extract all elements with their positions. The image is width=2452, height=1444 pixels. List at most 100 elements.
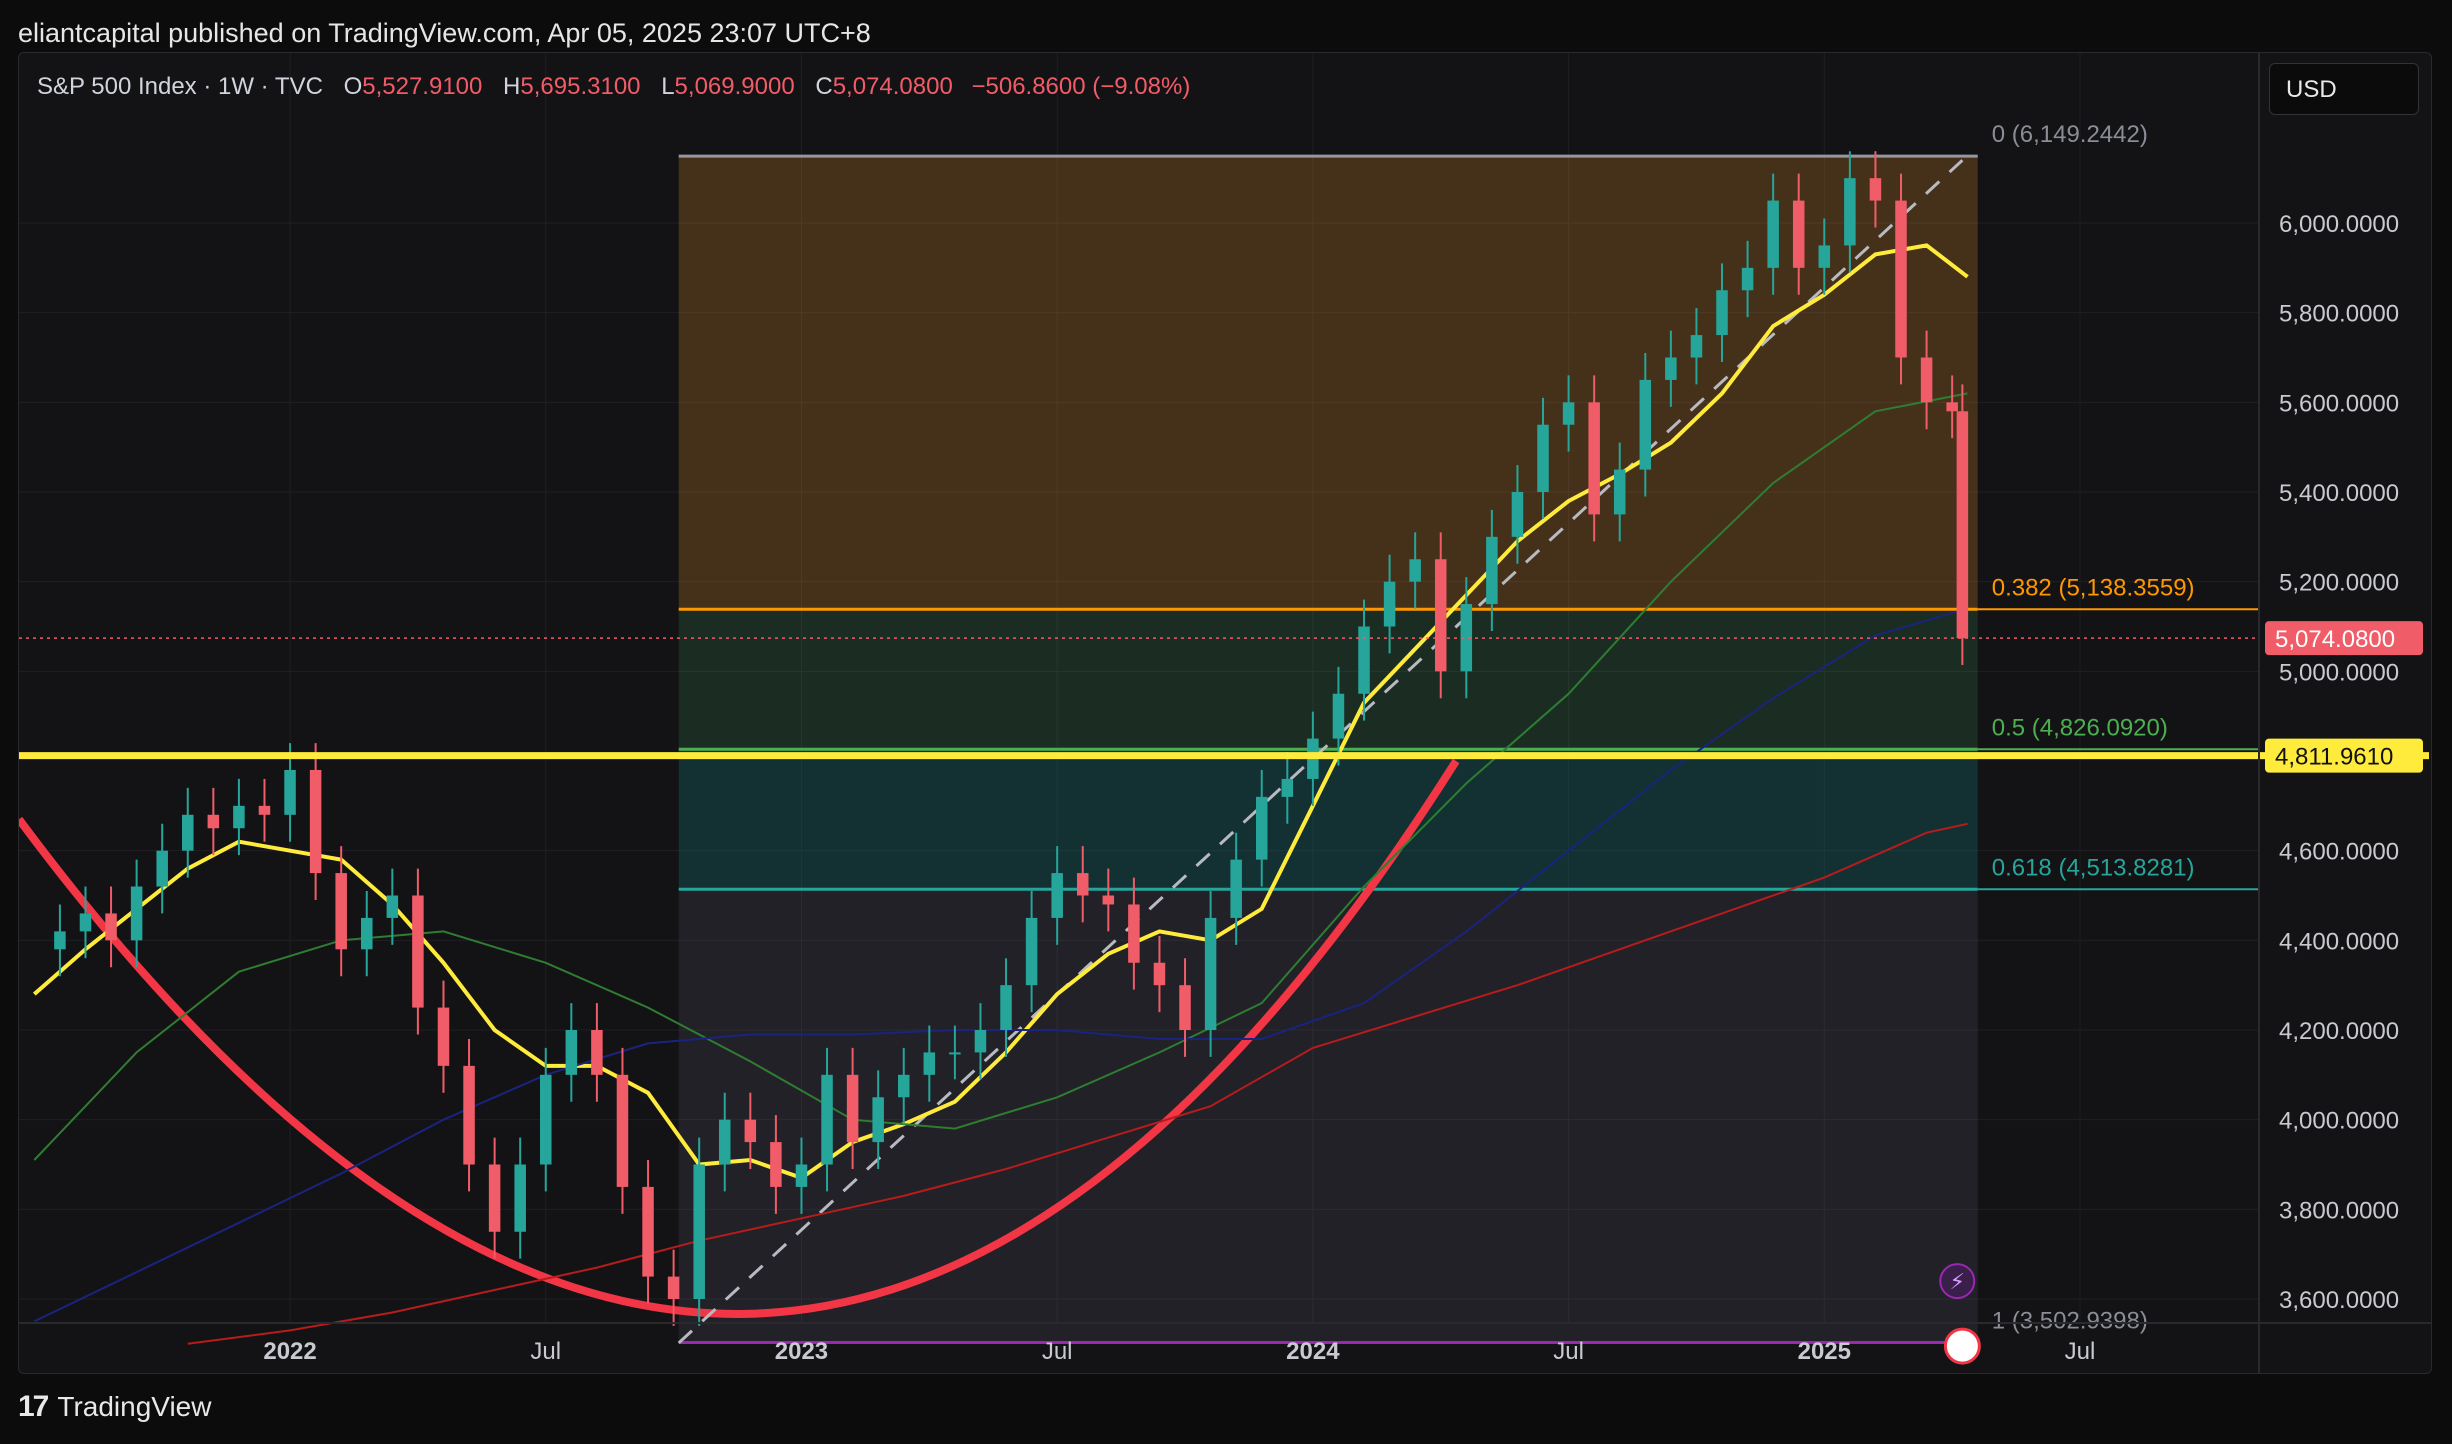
candle-body <box>1767 200 1779 268</box>
candle-body <box>1255 796 1268 860</box>
candle-body <box>1383 581 1396 627</box>
price-tick-label: 5,200.0000 <box>2279 570 2399 597</box>
candle-body <box>1613 469 1626 515</box>
candle-body <box>744 1119 757 1143</box>
candle-body <box>1665 357 1677 380</box>
candle-body <box>309 769 322 874</box>
price-tick-label: 3,600.0000 <box>2279 1287 2399 1314</box>
candle-body <box>130 886 143 941</box>
candle-body <box>437 1007 450 1066</box>
candle-body <box>1818 245 1831 268</box>
top-bar: eliantcapital published on TradingView.c… <box>0 0 2452 70</box>
candle-body <box>1460 604 1473 672</box>
candle-body <box>1792 200 1805 268</box>
brand-name[interactable]: TradingView <box>57 1391 212 1422</box>
price-tick-label: 4,600.0000 <box>2279 839 2399 866</box>
candle-body <box>540 1074 552 1165</box>
close-label: C <box>815 73 833 100</box>
candle-body <box>846 1074 859 1143</box>
footer: 17 TradingView <box>18 1390 211 1424</box>
candle-body <box>1051 873 1063 918</box>
fib-level-label: 0.5 (4,826.0920) <box>1992 714 2168 741</box>
candle-body <box>897 1074 910 1098</box>
candle-body <box>361 917 373 950</box>
candle-body <box>1153 962 1166 986</box>
candle-body <box>1230 859 1242 918</box>
candle-body <box>105 913 117 941</box>
moving-average-line <box>187 822 1968 1345</box>
candle-body <box>233 805 245 829</box>
candle-body <box>591 1030 603 1075</box>
candle-body <box>1895 200 1907 358</box>
candle-body <box>386 895 399 918</box>
time-tick-label: Jul <box>2065 1338 2096 1365</box>
candle-body <box>872 1097 884 1143</box>
fib-level-label: 0 (6,149.2442) <box>1992 121 2148 148</box>
candle-body <box>821 1074 833 1165</box>
time-tick-label: Jul <box>530 1338 561 1365</box>
candle-body <box>1128 904 1140 963</box>
publisher-line: eliantcapital published on TradingView.c… <box>18 18 871 48</box>
low-value: 5,069.9000 <box>674 73 795 100</box>
last-price-label: 5,074.0800 <box>2275 626 2395 653</box>
candle-body <box>156 850 168 887</box>
price-tick-label: 5,600.0000 <box>2279 390 2399 417</box>
support-price-badge <box>2265 738 2423 773</box>
candle-body <box>923 1052 936 1075</box>
fib-level-label: 0.618 (4,513.8281) <box>1992 854 2195 881</box>
time-tick-label: 2025 <box>1798 1338 1851 1365</box>
low-label: L <box>661 73 675 100</box>
candle-body <box>616 1074 629 1187</box>
open-value: 5,527.9100 <box>362 73 483 100</box>
candle-body <box>1588 402 1600 515</box>
price-tick-label: 5,000.0000 <box>2279 659 2399 686</box>
parabolic-curve <box>19 758 1460 1318</box>
candle-body <box>795 1164 808 1187</box>
time-tick-label: 2023 <box>775 1338 828 1365</box>
time-tick-label: 2024 <box>1286 1338 1340 1365</box>
candle-body <box>1869 178 1882 201</box>
open-label: O <box>343 73 363 100</box>
candle-body <box>667 1276 680 1299</box>
candle-body <box>54 931 66 950</box>
candle-body <box>1844 178 1856 246</box>
fib-level-label: 0.382 (5,138.3559) <box>1992 574 2195 601</box>
price-tick-label: 6,000.0000 <box>2279 211 2399 238</box>
candle-body <box>1741 267 1754 291</box>
candle-body <box>1486 536 1498 605</box>
fib-zone <box>678 889 1978 1343</box>
chart-panel[interactable]: 0 (6,149.2442) 0.382 (5,138.3559) 0.5 (4,8… <box>18 52 2432 1374</box>
price-tick-label: 4,200.0000 <box>2279 1018 2399 1045</box>
candle-body <box>1562 402 1575 425</box>
candle-body <box>207 814 220 829</box>
candle-body <box>1920 357 1933 403</box>
candle-body <box>1639 379 1652 470</box>
fib-level-label: 1 (3,502.9398) <box>1992 1308 2148 1335</box>
candle-body <box>974 1030 987 1053</box>
high-label: H <box>503 73 521 100</box>
price-tick-label: 4,400.0000 <box>2279 928 2399 955</box>
candle-body <box>514 1164 526 1232</box>
fib-zone <box>678 156 1978 610</box>
candle-body <box>565 1030 578 1075</box>
close-value: 5,074.0800 <box>832 73 953 100</box>
tradingview-logo-icon[interactable]: 17 <box>18 1390 49 1423</box>
last-price-badge <box>2265 621 2423 656</box>
candle-body <box>1204 917 1217 1030</box>
candle-body <box>1409 559 1421 582</box>
candle-body <box>1716 290 1728 336</box>
candle-body <box>1946 402 1958 412</box>
symbol-label[interactable]: S&P 500 Index · 1W · TVC <box>37 73 323 100</box>
price-tick-label: 4,000.0000 <box>2279 1108 2399 1135</box>
candle-body <box>719 1119 731 1165</box>
currency-button[interactable]: USD <box>2269 63 2419 115</box>
candle-body <box>1690 335 1703 358</box>
candle-body <box>488 1164 501 1232</box>
us-flag-event-icon <box>1943 1327 1981 1365</box>
candle-body <box>1076 873 1089 896</box>
candle-body <box>1956 411 1969 639</box>
lightning-event-icon <box>1939 1263 1976 1300</box>
high-value: 5,695.3100 <box>520 73 641 100</box>
time-tick-label: Jul <box>1042 1338 1073 1365</box>
price-chart[interactable]: 0 (6,149.2442) 0.382 (5,138.3559) 0.5 (4,8… <box>19 53 2431 1373</box>
